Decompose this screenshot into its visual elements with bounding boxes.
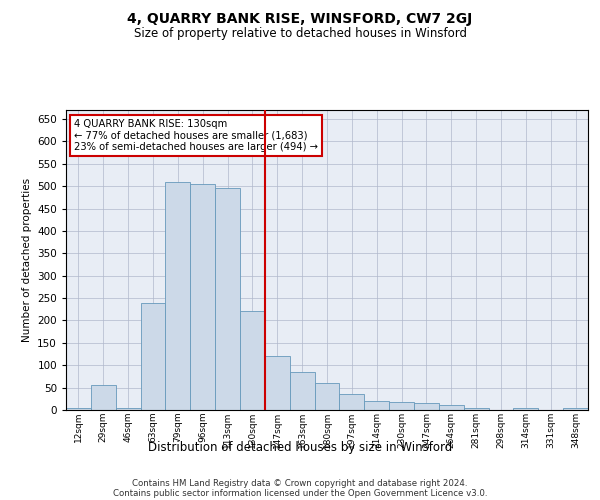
Bar bbox=[464, 408, 488, 410]
Text: 4, QUARRY BANK RISE, WINSFORD, CW7 2GJ: 4, QUARRY BANK RISE, WINSFORD, CW7 2GJ bbox=[127, 12, 473, 26]
Bar bbox=[265, 356, 290, 410]
Bar bbox=[215, 188, 240, 410]
Bar bbox=[563, 408, 588, 410]
Bar bbox=[240, 312, 265, 410]
Bar bbox=[389, 402, 414, 410]
Text: Size of property relative to detached houses in Winsford: Size of property relative to detached ho… bbox=[133, 28, 467, 40]
Bar bbox=[314, 383, 340, 410]
Bar bbox=[166, 182, 190, 410]
Bar bbox=[414, 404, 439, 410]
Text: 4 QUARRY BANK RISE: 130sqm
← 77% of detached houses are smaller (1,683)
23% of s: 4 QUARRY BANK RISE: 130sqm ← 77% of deta… bbox=[74, 119, 318, 152]
Bar bbox=[140, 302, 166, 410]
Bar bbox=[439, 404, 464, 410]
Bar bbox=[364, 401, 389, 410]
Bar bbox=[190, 184, 215, 410]
Bar bbox=[514, 408, 538, 410]
Bar bbox=[116, 408, 140, 410]
Text: Contains public sector information licensed under the Open Government Licence v3: Contains public sector information licen… bbox=[113, 488, 487, 498]
Bar bbox=[340, 394, 364, 410]
Y-axis label: Number of detached properties: Number of detached properties bbox=[22, 178, 32, 342]
Bar bbox=[290, 372, 314, 410]
Bar bbox=[66, 408, 91, 410]
Text: Contains HM Land Registry data © Crown copyright and database right 2024.: Contains HM Land Registry data © Crown c… bbox=[132, 478, 468, 488]
Text: Distribution of detached houses by size in Winsford: Distribution of detached houses by size … bbox=[148, 441, 452, 454]
Bar bbox=[91, 386, 116, 410]
